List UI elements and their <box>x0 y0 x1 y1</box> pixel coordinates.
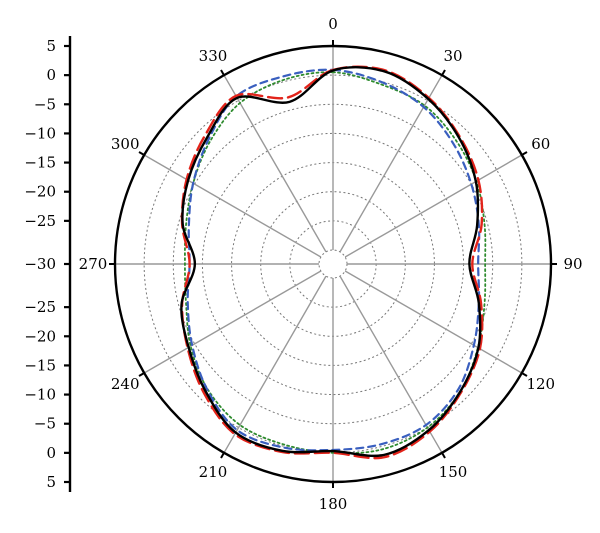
radial-tick-label: −25 <box>24 212 56 230</box>
angle-tick <box>521 372 528 377</box>
radial-tick-label: −30 <box>24 255 56 273</box>
series-layer <box>180 65 487 460</box>
grid-spoke <box>344 154 523 258</box>
grid-spoke <box>223 275 327 454</box>
angle-tick <box>220 452 225 459</box>
angle-label: 210 <box>199 463 228 481</box>
angle-tick <box>138 151 145 156</box>
radial-tick-label: −5 <box>34 415 56 433</box>
radial-tick-label: 5 <box>46 37 56 55</box>
angle-label: 150 <box>439 463 468 481</box>
radial-tick-label: 5 <box>46 473 56 491</box>
angle-label: 240 <box>111 375 140 393</box>
radial-tick-label: −10 <box>24 386 56 404</box>
radial-axis: 5 0 −5 −10 −15 −20 −25 −30 −25 −20 −15 −10 −5 0 5 <box>24 36 72 492</box>
radial-tick-label: −15 <box>24 154 56 172</box>
angle-label: 30 <box>443 47 462 65</box>
angle-tick <box>521 151 528 156</box>
grid-spoke <box>143 270 322 374</box>
radial-tick-label: −20 <box>24 183 56 201</box>
radial-tick-label: −10 <box>24 124 56 142</box>
grid-spoke <box>143 154 322 258</box>
angle-label: 330 <box>199 47 228 65</box>
series-line-4 <box>184 71 487 455</box>
radial-tick-label: 0 <box>46 444 56 462</box>
angle-label: 90 <box>563 255 582 273</box>
grid-ring-inner <box>318 249 348 279</box>
grid-spoke <box>339 74 443 253</box>
angle-label: 60 <box>531 135 550 153</box>
radial-tick-label: −5 <box>34 95 56 113</box>
series-line-1 <box>180 66 482 458</box>
angle-label: 300 <box>111 135 140 153</box>
grid-spoke <box>344 270 523 374</box>
angle-tick <box>441 452 446 459</box>
radial-tick-label: 0 <box>46 66 56 84</box>
angle-tick <box>138 372 145 377</box>
angle-labels: 0 30 60 90 120 150 180 210 240 270 300 330 <box>79 15 583 513</box>
angle-tick <box>220 69 225 76</box>
series-line-2 <box>180 65 484 460</box>
polar-frame <box>109 40 557 488</box>
radial-tick-label: −15 <box>24 356 56 374</box>
radial-tick-label: −25 <box>24 298 56 316</box>
grid-spoke <box>339 275 443 454</box>
angle-label: 120 <box>526 375 555 393</box>
angle-label: 180 <box>319 495 348 513</box>
angle-label: 270 <box>79 255 108 273</box>
angle-tick <box>441 69 446 76</box>
grid-spoke <box>223 74 327 253</box>
radial-tick-label: −20 <box>24 327 56 345</box>
angle-label: 0 <box>328 15 338 33</box>
